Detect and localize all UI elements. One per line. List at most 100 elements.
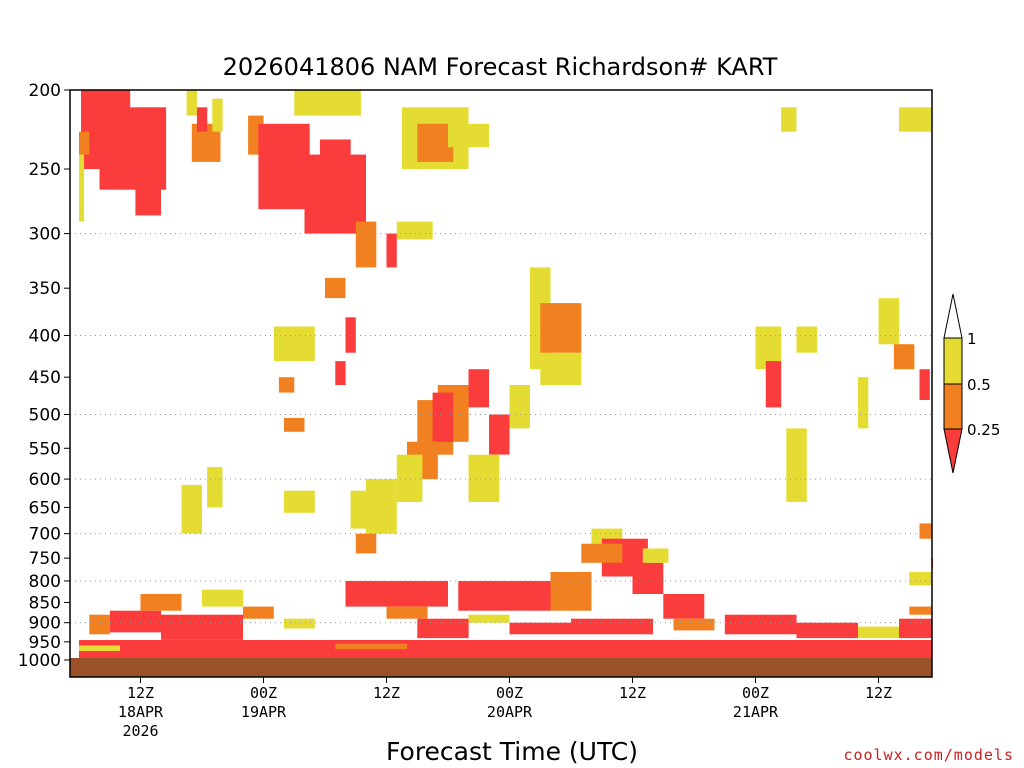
ri-cell-yellow <box>858 377 869 429</box>
y-tick-label: 850 <box>29 593 61 613</box>
x-tick-label: 18APR <box>118 703 164 721</box>
y-tick-label: 700 <box>29 525 61 545</box>
y-tick-label: 250 <box>29 160 61 180</box>
ri-cell-red <box>135 176 161 216</box>
ri-cell-red <box>99 107 167 190</box>
ri-cell-red <box>79 651 932 660</box>
chart-title: 2026041806 NAM Forecast Richardson# KART <box>223 53 778 81</box>
ri-cell-red <box>796 622 858 639</box>
y-tick-label: 1000 <box>18 651 61 671</box>
ri-cell-red <box>724 614 797 635</box>
ri-cell-orange <box>540 303 582 353</box>
ri-cell-orange <box>386 606 428 619</box>
plot-area <box>69 89 933 678</box>
x-tick-label: 00Z <box>496 684 523 702</box>
ri-cell-orange <box>909 606 933 615</box>
ri-cell-orange <box>335 643 408 650</box>
ri-cell-yellow <box>366 479 397 534</box>
ri-cell-yellow <box>207 467 223 508</box>
x-tick-label: 00Z <box>742 684 769 702</box>
ri-cell-yellow <box>212 98 223 132</box>
ri-cell-yellow <box>796 326 817 353</box>
ri-cell-red <box>109 610 162 633</box>
legend-label: 0.25 <box>967 421 1000 439</box>
x-tick-label: 21APR <box>733 703 779 721</box>
y-tick-label: 450 <box>29 368 61 388</box>
x-tick-label: 12Z <box>865 684 892 702</box>
y-axis: 200 250 300 350 400 450 500 550 600 650 700 750 8008… <box>18 81 70 671</box>
ri-cell-yellow <box>202 589 243 607</box>
ri-cell-orange <box>284 418 305 432</box>
legend-label: 0.5 <box>967 376 991 394</box>
ri-cell-red <box>571 618 653 635</box>
ri-cell-red <box>663 594 705 619</box>
ri-cell-red <box>196 107 208 132</box>
ri-cell-red <box>489 414 510 455</box>
ri-cell-red <box>458 581 551 611</box>
ri-cell-red <box>79 640 932 652</box>
ri-cell-yellow <box>186 90 197 116</box>
ri-cell-orange <box>581 543 623 563</box>
ri-cell-red <box>432 392 454 442</box>
ri-cell-yellow <box>509 385 530 429</box>
ri-cell-orange <box>919 523 932 539</box>
legend-swatch-above-1 <box>943 293 963 339</box>
y-tick-label: 300 <box>29 225 61 245</box>
y-tick-label: 750 <box>29 549 61 569</box>
y-tick-label: 200 <box>29 81 61 101</box>
y-tick-label: 400 <box>29 326 61 346</box>
ri-cell-orange <box>355 221 377 268</box>
ri-cell-yellow <box>294 90 361 116</box>
x-tick-label: 00Z <box>250 684 277 702</box>
colorbar-legend: 1 0.5 0.25 <box>943 293 1000 474</box>
ri-cell-red <box>417 618 469 639</box>
ground-layer <box>70 658 932 677</box>
ri-cell-yellow <box>642 548 669 563</box>
ri-cell-yellow <box>468 454 500 502</box>
ri-cell-yellow <box>786 428 807 502</box>
ri-cell-red <box>258 123 310 210</box>
ri-cell-red <box>509 622 571 635</box>
ri-cell-orange <box>355 533 377 554</box>
y-tick-label: 650 <box>29 498 61 518</box>
credit-text: coolwx.com/models <box>843 746 1014 764</box>
plot-background <box>70 90 932 677</box>
y-tick-label: 500 <box>29 406 61 426</box>
ri-cell-orange <box>79 131 90 155</box>
ri-cell-red <box>899 618 932 639</box>
legend-swatch-0.5-1 <box>943 337 963 385</box>
ri-cell-orange <box>325 277 346 299</box>
ri-cell-orange <box>89 614 110 635</box>
x-tick-label: 2026 <box>122 722 158 740</box>
ri-cell-yellow <box>181 484 202 534</box>
ri-cell-yellow <box>396 454 423 502</box>
ri-cell-orange <box>417 123 454 162</box>
ri-cell-yellow <box>781 107 797 132</box>
ri-cell-red <box>345 581 448 607</box>
ri-cell-yellow <box>273 326 315 362</box>
ri-cell-yellow <box>284 490 315 513</box>
ri-cell-yellow <box>396 221 433 240</box>
ri-cell-red <box>632 562 664 594</box>
x-tick-label: 19APR <box>241 703 287 721</box>
ri-cell-orange <box>243 606 274 619</box>
ri-cell-orange <box>550 572 592 611</box>
x-axis-label: Forecast Time (UTC) <box>386 737 638 766</box>
ri-cell-red <box>919 369 930 400</box>
ri-cell-red <box>765 361 782 408</box>
y-tick-label: 350 <box>29 279 61 299</box>
plot-frame <box>69 89 933 678</box>
ri-cell-yellow <box>79 154 85 222</box>
ri-cell-yellow <box>878 298 899 345</box>
y-tick-label: 800 <box>29 572 61 592</box>
ri-cell-yellow <box>448 123 489 148</box>
ri-cell-yellow <box>909 572 933 586</box>
y-tick-label: 950 <box>29 633 61 653</box>
ri-cell-red <box>468 369 489 408</box>
ri-cell-red <box>161 614 243 640</box>
ri-cell-red <box>386 233 397 268</box>
legend-swatch-0.25-0.5 <box>943 383 963 430</box>
y-tick-label: 900 <box>29 614 61 634</box>
